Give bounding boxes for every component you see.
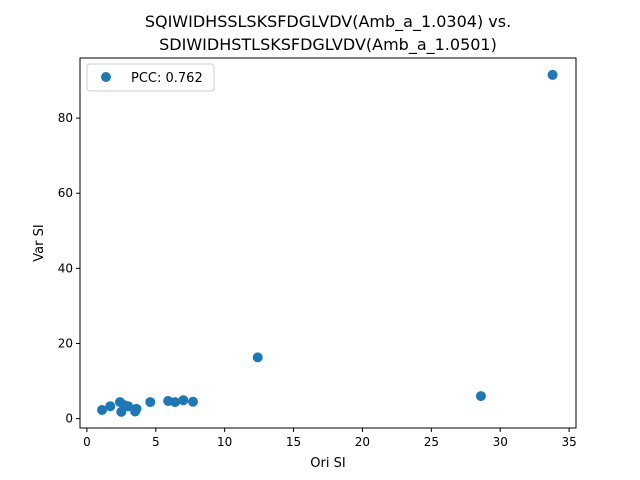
x-axis-ticks: 0 5 10 15 20 25 30 35	[83, 428, 577, 449]
x-tick-label: 15	[286, 435, 301, 449]
y-axis-label: Var SI	[32, 224, 47, 261]
x-tick-label: 10	[217, 435, 232, 449]
x-tick-label: 35	[561, 435, 576, 449]
y-tick-label: 60	[58, 186, 73, 200]
plot-frame	[79, 57, 577, 429]
x-tick-label: 5	[152, 435, 160, 449]
data-points	[97, 69, 558, 417]
data-point-11	[178, 395, 189, 406]
x-tick-label: 0	[83, 435, 91, 449]
y-tick-label: 20	[58, 336, 73, 350]
legend: PCC: 0.762	[86, 63, 215, 92]
y-tick-label: 0	[65, 412, 73, 426]
data-point-15	[547, 69, 558, 80]
chart-title-line-1: SQIWIDHSSLSKSFDGLVDV(Amb_a_1.0304) vs.	[145, 12, 511, 32]
data-point-7	[131, 403, 142, 414]
y-tick-label: 80	[58, 111, 73, 125]
y-tick-label: 40	[58, 261, 73, 275]
legend-box	[86, 63, 215, 92]
x-tick-label: 25	[424, 435, 439, 449]
x-tick-label: 20	[355, 435, 370, 449]
data-point-13	[252, 352, 263, 363]
chart-title-line-2: SDIWIDHSTLSKSFDGLVDV(Amb_a_1.0501)	[159, 35, 497, 55]
data-point-10	[170, 397, 181, 408]
data-point-1	[105, 401, 116, 412]
data-point-12	[187, 396, 198, 407]
data-point-0	[97, 404, 108, 415]
legend-label: PCC: 0.762	[131, 71, 203, 86]
data-point-8	[145, 397, 156, 408]
x-tick-label: 30	[493, 435, 508, 449]
legend-marker	[101, 72, 111, 82]
data-point-14	[475, 391, 486, 402]
data-point-5	[123, 401, 134, 412]
x-axis-label: Ori SI	[310, 456, 345, 471]
y-axis-ticks: 0 20 40 60 80	[58, 111, 80, 426]
